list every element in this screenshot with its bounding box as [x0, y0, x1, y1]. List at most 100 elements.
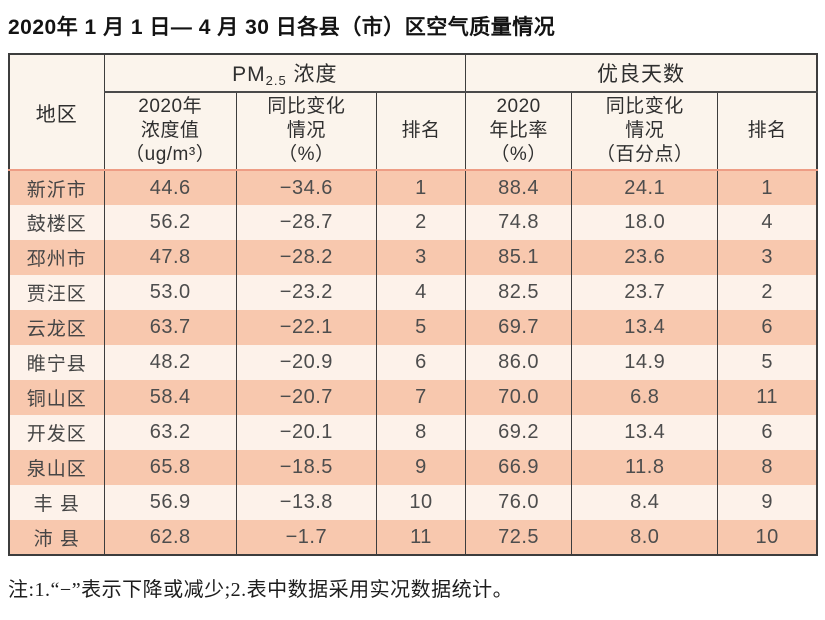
pm-rank-cell: 3 [375, 240, 467, 275]
pm-change-cell: −34.6 [235, 170, 377, 205]
pm-rank-cell: 7 [375, 380, 467, 415]
pm-value-cell: 56.9 [103, 485, 237, 520]
days-change-cell: 14.9 [571, 345, 719, 380]
days-rank-cell: 1 [717, 170, 818, 205]
column-group-pm25: PM2.5 浓度 [103, 54, 467, 93]
table-row: 睢宁县 48.2 −20.9 6 86.0 14.9 5 [8, 345, 818, 380]
table-row: 沛 县 62.8 −1.7 11 72.5 8.0 10 [8, 520, 818, 555]
table-row: 鼓楼区 56.2 −28.7 2 74.8 18.0 4 [8, 205, 818, 240]
table-header: 地区 PM2.5 浓度 优良天数 2020年 浓度值 （ug/m³） 同比变化 … [8, 54, 818, 171]
days-rate-cell: 74.8 [465, 205, 573, 240]
region-cell: 鼓楼区 [8, 205, 105, 240]
region-cell: 沛 县 [8, 520, 105, 555]
days-rank-cell: 9 [717, 485, 818, 520]
table-row: 铜山区 58.4 −20.7 7 70.0 6.8 11 [8, 380, 818, 415]
table-row: 泉山区 65.8 −18.5 9 66.9 11.8 8 [8, 450, 818, 485]
days-rank-cell: 11 [717, 380, 818, 415]
table-row: 云龙区 63.7 −22.1 5 69.7 13.4 6 [8, 310, 818, 345]
days-rank-cell: 8 [717, 450, 818, 485]
region-cell: 铜山区 [8, 380, 105, 415]
air-quality-table: 地区 PM2.5 浓度 优良天数 2020年 浓度值 （ug/m³） 同比变化 … [8, 53, 818, 556]
region-cell: 贾汪区 [8, 275, 105, 310]
days-rate-cell: 66.9 [465, 450, 573, 485]
days-change-cell: 8.4 [571, 485, 719, 520]
pm-change-cell: −22.1 [235, 310, 377, 345]
days-rate-cell: 85.1 [465, 240, 573, 275]
pm-value-cell: 63.7 [103, 310, 237, 345]
page-title: 2020年 1 月 1 日— 4 月 30 日各县（市）区空气质量情况 [8, 16, 556, 39]
days-change-cell: 23.6 [571, 240, 719, 275]
pm-rank-cell: 5 [375, 310, 467, 345]
days-rank-cell: 5 [717, 345, 818, 380]
group-header-row: 地区 PM2.5 浓度 优良天数 [8, 54, 818, 171]
pm-rank-cell: 11 [375, 520, 467, 555]
region-cell: 新沂市 [8, 170, 105, 205]
column-header-days-change: 同比变化 情况 （百分点） [571, 92, 719, 171]
days-rank-cell: 10 [717, 520, 818, 555]
days-rate-cell: 86.0 [465, 345, 573, 380]
days-change-cell: 8.0 [571, 520, 719, 555]
days-change-cell: 23.7 [571, 275, 719, 310]
days-rate-cell: 82.5 [465, 275, 573, 310]
pm25-label-prefix: PM [232, 63, 266, 86]
pm-value-cell: 63.2 [103, 415, 237, 450]
region-cell: 邳州市 [8, 240, 105, 275]
pm-rank-cell: 1 [375, 170, 467, 205]
pm-rank-cell: 2 [375, 205, 467, 240]
region-cell: 泉山区 [8, 450, 105, 485]
column-header-pm-change: 同比变化 情况 （%） [235, 92, 377, 171]
days-rank-cell: 4 [717, 205, 818, 240]
days-rate-cell: 76.0 [465, 485, 573, 520]
days-rate-cell: 72.5 [465, 520, 573, 555]
pm25-label-subscript: 2.5 [265, 73, 287, 88]
table-row: 贾汪区 53.0 −23.2 4 82.5 23.7 2 [8, 275, 818, 310]
column-header-days-rate: 2020 年比率 （%） [465, 92, 573, 171]
pm-value-cell: 62.8 [103, 520, 237, 555]
days-change-cell: 13.4 [571, 415, 719, 450]
sub-header-row: 2020年 浓度值 （ug/m³） 同比变化 情况 （%） 排名 2020 年比… [9, 92, 818, 171]
pm-value-cell: 58.4 [103, 380, 237, 415]
pm-value-cell: 65.8 [103, 450, 237, 485]
column-header-pm-value: 2020年 浓度值 （ug/m³） [103, 92, 237, 171]
days-change-cell: 13.4 [571, 310, 719, 345]
pm-rank-cell: 4 [375, 275, 467, 310]
days-rank-cell: 6 [717, 415, 818, 450]
pm-change-cell: −20.7 [235, 380, 377, 415]
pm-rank-cell: 9 [375, 450, 467, 485]
days-rate-cell: 70.0 [465, 380, 573, 415]
days-rate-cell: 69.7 [465, 310, 573, 345]
pm-rank-cell: 10 [375, 485, 467, 520]
table-row: 丰 县 56.9 −13.8 10 76.0 8.4 9 [8, 485, 818, 520]
days-rate-cell: 88.4 [465, 170, 573, 205]
days-change-cell: 18.0 [571, 205, 719, 240]
region-cell: 丰 县 [8, 485, 105, 520]
table-body: 新沂市 44.6 −34.6 1 88.4 24.1 1 鼓楼区 56.2 −2… [8, 170, 818, 555]
region-cell: 云龙区 [8, 310, 105, 345]
region-cell: 开发区 [8, 415, 105, 450]
pm-value-cell: 56.2 [103, 205, 237, 240]
column-header-days-rank: 排名 [717, 92, 818, 171]
column-header-pm-rank: 排名 [375, 92, 467, 171]
pm-change-cell: −20.9 [235, 345, 377, 380]
table-row: 邳州市 47.8 −28.2 3 85.1 23.6 3 [8, 240, 818, 275]
column-group-good-days: 优良天数 [465, 54, 818, 93]
pm-change-cell: −28.7 [235, 205, 377, 240]
pm25-label-suffix: 浓度 [286, 63, 338, 86]
table-row: 开发区 63.2 −20.1 8 69.2 13.4 6 [8, 415, 818, 450]
pm-change-cell: −20.1 [235, 415, 377, 450]
pm-change-cell: −1.7 [235, 520, 377, 555]
days-rate-cell: 69.2 [465, 415, 573, 450]
pm-change-cell: −28.2 [235, 240, 377, 275]
pm-change-cell: −13.8 [235, 485, 377, 520]
days-rank-cell: 3 [717, 240, 818, 275]
days-rank-cell: 2 [717, 275, 818, 310]
pm-rank-cell: 6 [375, 345, 467, 380]
pm-change-cell: −23.2 [235, 275, 377, 310]
pm-change-cell: −18.5 [235, 450, 377, 485]
pm-value-cell: 47.8 [103, 240, 237, 275]
table-row: 新沂市 44.6 −34.6 1 88.4 24.1 1 [8, 170, 818, 205]
days-rank-cell: 6 [717, 310, 818, 345]
column-header-region: 地区 [8, 54, 105, 171]
region-cell: 睢宁县 [8, 345, 105, 380]
